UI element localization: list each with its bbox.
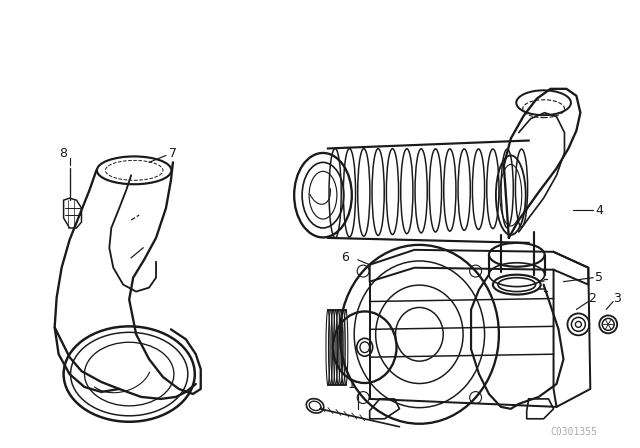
Text: 4: 4 [595, 203, 603, 216]
Text: 2: 2 [588, 292, 596, 305]
Text: 1: 1 [348, 378, 356, 391]
Text: 8: 8 [60, 147, 68, 160]
Text: 7: 7 [169, 147, 177, 160]
Text: 3: 3 [613, 292, 621, 305]
Text: 6: 6 [341, 251, 349, 264]
Text: 5: 5 [595, 271, 604, 284]
Text: C0301355: C0301355 [550, 426, 597, 437]
